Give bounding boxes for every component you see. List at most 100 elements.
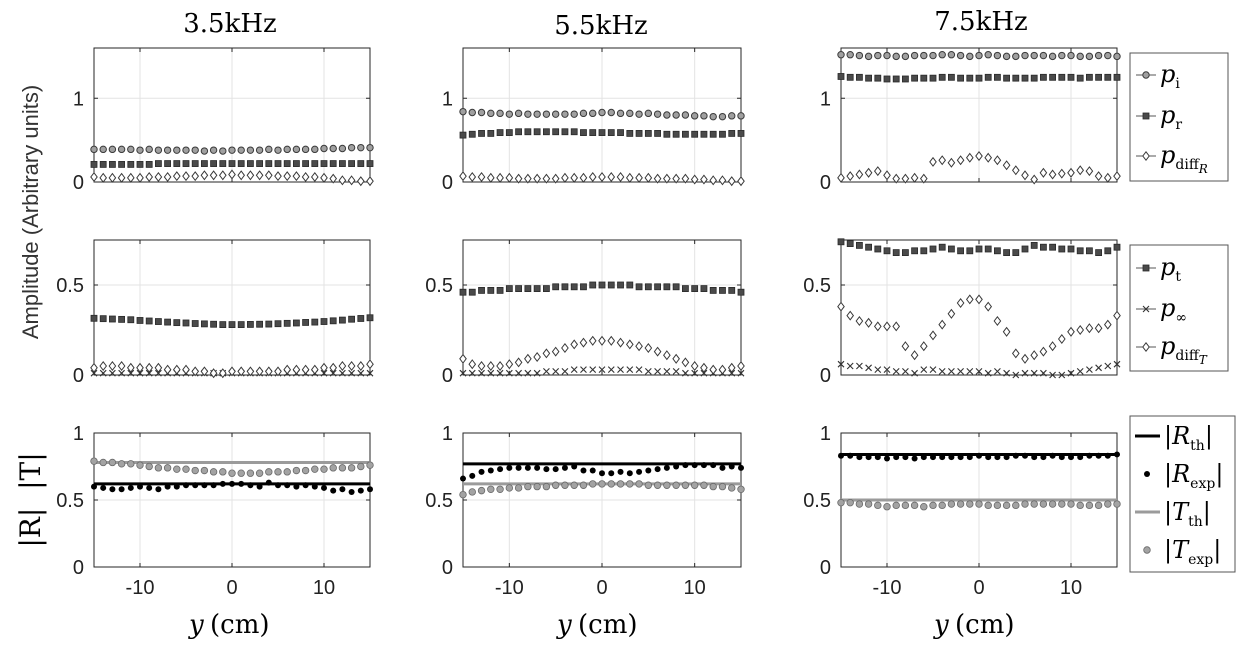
data-point [737,360,745,372]
data-point [910,501,919,510]
data-point [274,171,282,182]
data-point [911,455,918,462]
series-p-diff-t [459,335,745,375]
data-point [1021,245,1029,253]
data-point [468,369,476,377]
data-point [145,362,154,373]
legend-item: pdiffR [1136,141,1208,176]
data-point [589,281,597,289]
data-point [570,283,578,291]
data-point [330,487,337,494]
data-point [505,172,514,183]
data-point [654,130,661,137]
data-point [883,366,891,373]
data-point [920,454,927,461]
data-point [348,488,355,495]
data-point [672,111,680,119]
data-point [210,320,218,328]
data-point [947,157,956,168]
data-point [219,321,227,329]
data-point [865,454,872,461]
data-point [274,146,282,154]
y-tick-label: 0.5 [803,275,831,297]
data-point [459,369,467,377]
data-point [709,482,717,491]
data-point [228,366,236,377]
data-point [902,75,909,83]
data-point [108,360,117,372]
data-point [356,176,365,187]
data-point [255,170,264,181]
data-point [154,171,163,183]
data-point [524,173,532,184]
data-point [901,341,910,352]
data-point [357,160,365,167]
data-point [617,281,624,289]
data-point [1012,52,1020,61]
data-point [938,51,946,59]
data-point [930,454,936,461]
data-point [117,460,126,468]
data-point [1012,452,1019,459]
data-point [543,128,550,136]
data-point [1049,452,1056,459]
data-point [552,466,559,473]
data-point [589,480,597,488]
data-point [154,362,163,373]
x-tick-label: -10 [495,577,524,599]
data-point [357,143,365,152]
data-point [228,321,236,329]
data-point [663,173,671,184]
data-point [644,130,652,137]
data-point [1095,249,1102,257]
data-point [366,461,374,469]
data-point [524,285,532,293]
data-point [487,286,495,294]
data-point [469,472,476,479]
data-point [293,483,300,490]
legend-item: pt [1136,253,1181,285]
data-point [994,247,1001,255]
data-point [965,294,974,305]
legend-item: |Tth| [1135,498,1211,530]
data-point [311,145,319,154]
data-point [994,368,1001,375]
data-point [1012,249,1020,257]
data-point [663,368,671,375]
data-point [209,146,218,154]
data-point [929,74,937,82]
data-point [477,486,486,495]
data-point [127,145,135,154]
data-point [1095,364,1102,372]
data-point [588,335,597,346]
series-p-diff-t [837,294,1121,364]
data-point [700,462,707,469]
data-point [948,368,955,375]
data-point [864,500,873,508]
data-point [957,247,964,255]
data-point [347,175,356,186]
data-point [865,243,872,251]
data-point [542,110,551,118]
data-point [256,160,264,167]
data-point [246,160,254,167]
data-point [524,482,532,491]
data-point [561,128,569,136]
data-point [901,173,910,184]
data-point [1030,51,1038,60]
data-point [209,468,218,476]
data-point [1086,247,1093,255]
data-point [255,366,264,377]
data-point [255,469,264,477]
data-point [155,369,162,377]
data-point [265,320,273,328]
data-point [219,468,227,476]
data-point [1076,324,1085,336]
data-point [514,484,523,492]
data-point [200,320,208,328]
data-point [975,151,983,162]
data-point [109,486,116,493]
data-point [1094,323,1103,334]
data-point [533,110,541,118]
legend-label: pt [1160,253,1181,285]
